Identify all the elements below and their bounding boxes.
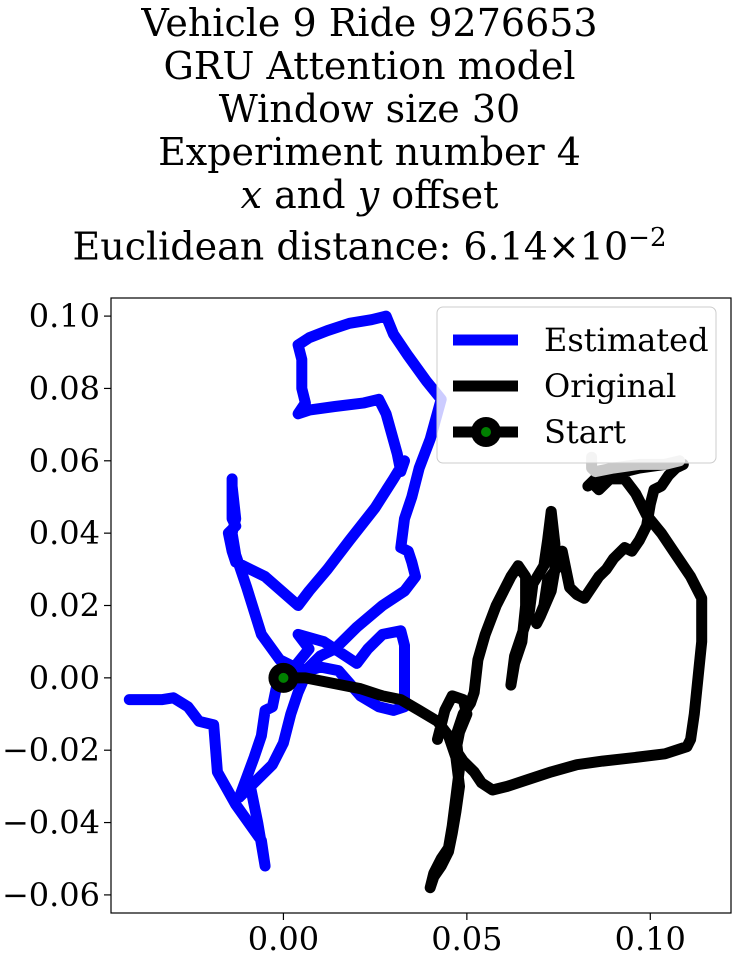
legend: Estimated Original Start [436,306,717,464]
x-tick-label: 0.05 [431,920,502,958]
y-tick-label: 0.08 [29,369,100,407]
title-line-vehicle: Vehicle 9 Ride 9276653 [141,1,598,45]
title-y-var: y [357,173,380,217]
title-line-offset: x and y offset [0,174,739,217]
y-tick-label: 0.06 [29,442,100,480]
title-offset-word: offset [379,173,499,217]
title-distance-prefix: Euclidean distance: 6.14×10 [72,224,629,269]
y-tick-label: 0.04 [29,514,100,552]
series-original-line [277,458,708,894]
title-line-window: Window size 30 [218,87,521,131]
title-distance-exponent: −2 [628,223,667,253]
series-layer [123,310,708,894]
x-tick-label: 0.10 [615,920,686,958]
y-tick-label: 0.02 [29,587,100,625]
legend-original-label: Original [544,367,676,405]
y-tick-label: −0.02 [2,731,100,769]
y-tick-label: −0.06 [2,876,100,914]
x-tick-label: 0.00 [248,920,319,958]
chart-title: Vehicle 9 Ride 9276653 GRU Attention mod… [0,1,739,269]
legend-start-marker-center [481,427,491,437]
y-tick-label: −0.04 [2,804,100,842]
series-original-end-segment [586,451,686,478]
legend-start-label: Start [544,413,626,451]
y-tick-label: 0.00 [29,659,100,697]
legend-frame [436,306,717,464]
start-marker-center [278,672,289,683]
series-estimated-line [123,310,447,872]
y-tick-label: 0.10 [29,297,100,335]
title-line-model: GRU Attention model [163,44,576,88]
y-axis: 0.10 0.08 0.06 0.04 0.02 0.00 −0.02 −0.04 −0.06 [2,297,111,914]
x-axis: 0.00 0.05 0.10 [248,913,686,958]
title-and-word: and [262,173,358,217]
title-line-experiment: Experiment number 4 [158,130,581,174]
title-x-var: x [240,173,263,217]
legend-estimated-label: Estimated [544,321,709,359]
title-line-distance: Euclidean distance: 6.14×10−2 [0,217,739,268]
